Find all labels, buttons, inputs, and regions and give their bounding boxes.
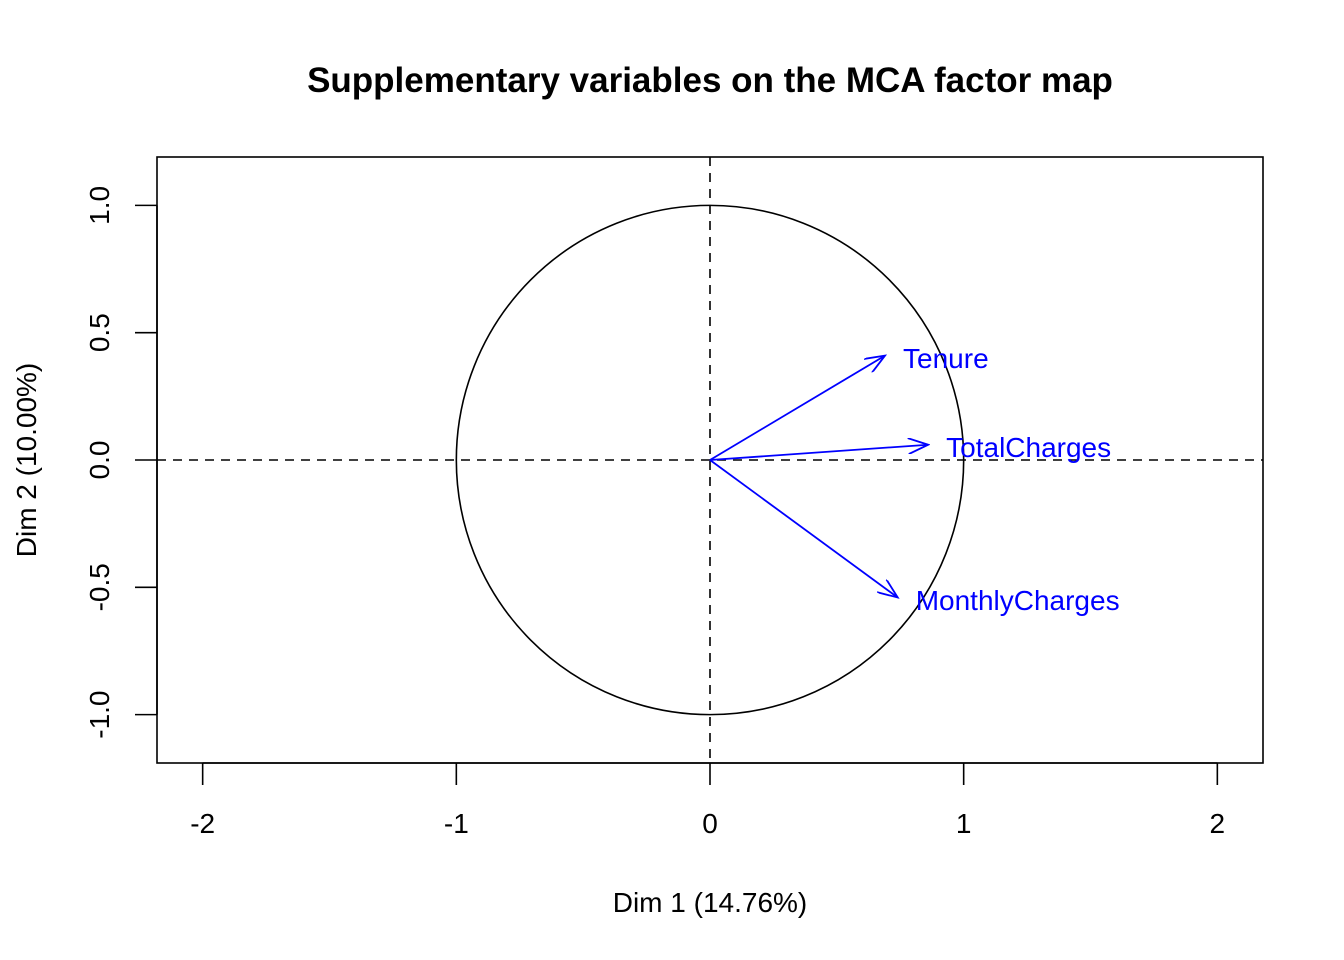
correlation-circle — [455, 204, 965, 716]
x-tick-label: -2 — [190, 808, 215, 839]
x-tick-label: -1 — [444, 808, 469, 839]
chart-title: Supplementary variables on the MCA facto… — [307, 61, 1113, 100]
y-tick-label: -0.5 — [84, 563, 115, 611]
arrow-tenure — [709, 356, 885, 461]
x-tick-label: 1 — [956, 808, 972, 839]
y-tick-label: 1.0 — [84, 186, 115, 225]
label-monthlycharges: MonthlyCharges — [916, 585, 1120, 616]
x-tick-label: 0 — [702, 808, 718, 839]
y-tick-label: 0.0 — [84, 441, 115, 480]
y-tick-label: -1.0 — [84, 690, 115, 738]
x-tick-label: 2 — [1210, 808, 1226, 839]
x-axis-label: Dim 1 (14.76%) — [613, 887, 808, 918]
plot-area: -2 -1 0 1 2 -1.0 -0.5 0.0 0.5 1.0 Tenure TotalCharg… — [84, 156, 1264, 839]
arrow-monthlycharges — [709, 459, 898, 597]
label-totalcharges: TotalCharges — [946, 432, 1111, 463]
y-tick-label: 0.5 — [84, 313, 115, 352]
label-tenure: Tenure — [903, 343, 989, 374]
arrow-totalcharges — [709, 445, 928, 461]
y-axis-label: Dim 2 (10.00%) — [11, 363, 42, 558]
